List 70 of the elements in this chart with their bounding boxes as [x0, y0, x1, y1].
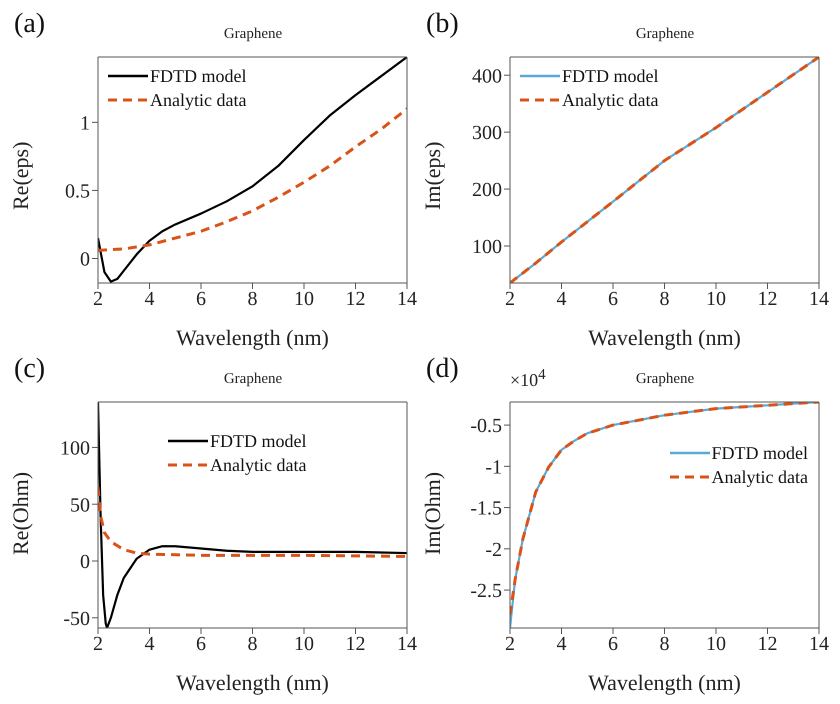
x-tick-label: 2: [93, 633, 103, 656]
y-tick-label: 100: [472, 236, 502, 258]
x-tick-label: 8: [660, 288, 670, 310]
x-tick-label: 14: [397, 288, 417, 310]
legend-label: Analytic data: [562, 89, 658, 112]
x-tick-label: 12: [758, 288, 778, 310]
y-tick-label: -2.5: [470, 580, 502, 602]
y-tick-label: -1.5: [470, 498, 502, 520]
legend-label: FDTD model: [712, 442, 808, 465]
chart-title: Graphene: [636, 371, 694, 387]
y-tick-label: 400: [472, 65, 502, 88]
x-tick-label: 10: [294, 633, 314, 656]
x-tick-label: 14: [809, 288, 829, 310]
x-tick-label: 4: [556, 288, 566, 310]
x-tick-label: 12: [758, 633, 778, 656]
legend-label: FDTD model: [150, 65, 246, 88]
legend-label: FDTD model: [562, 65, 658, 88]
y-tick-label: 200: [472, 179, 502, 202]
legend-label: Analytic data: [150, 89, 246, 112]
y-tick-label: 100: [60, 438, 90, 460]
chart-title: Graphene: [222, 26, 284, 43]
legend-label: FDTD model: [210, 430, 306, 453]
y-tick-label: 0: [80, 551, 90, 574]
y-tick-label: -0.5: [470, 415, 502, 438]
x-tick-label: 10: [294, 288, 314, 310]
x-axis-title: Wavelength (nm): [176, 670, 329, 695]
x-tick-label: 12: [346, 633, 366, 656]
chart-title: Graphene: [222, 371, 284, 388]
y-axis-title: Im(eps): [420, 142, 445, 210]
y-tick-label: 50: [70, 494, 90, 516]
x-tick-label: 12: [346, 288, 366, 310]
x-tick-label: 6: [196, 288, 206, 310]
text: (b): [426, 8, 459, 40]
y-tick-label: -2: [485, 538, 502, 561]
x-tick-label: 8: [660, 633, 670, 656]
y-tick-label: 300: [472, 122, 502, 144]
x-tick-label: 4: [144, 633, 154, 656]
y-tick-label: 0: [80, 248, 90, 271]
x-tick-label: 10: [706, 288, 726, 310]
x-tick-label: 4: [556, 633, 566, 656]
x-axis-title: Wavelength (nm): [176, 325, 329, 350]
x-tick-label: 8: [248, 633, 258, 656]
chart-title: Graphene: [634, 26, 696, 43]
y-tick-label: 0.5: [65, 180, 90, 203]
text: (a): [14, 8, 46, 40]
y-axis-title: Re(Ohm): [8, 472, 33, 555]
x-tick-label: 6: [608, 633, 618, 656]
x-tick-label: 4: [144, 288, 154, 310]
x-tick-label: 6: [608, 288, 618, 310]
y-axis-title: Re(eps): [8, 142, 33, 210]
x-tick-label: 6: [196, 633, 206, 656]
x-axis-title: Wavelength (nm): [588, 325, 741, 350]
y-tick-label: 1: [80, 112, 90, 134]
x-tick-label: 2: [93, 288, 103, 310]
x-tick-label: 10: [706, 633, 726, 656]
text: (d): [426, 353, 459, 385]
x-tick-label: 8: [248, 288, 258, 310]
text: ×10$^{4}$: [510, 367, 546, 391]
line-series: [98, 486, 407, 558]
legend-label: Analytic data: [210, 454, 306, 477]
x-tick-label: 14: [809, 633, 829, 656]
x-tick-label: 2: [505, 288, 515, 310]
x-tick-label: 2: [505, 633, 515, 656]
y-axis-title: Im(Ohm): [420, 472, 445, 555]
y-tick-label: -1: [485, 456, 502, 478]
text: (c): [14, 353, 46, 385]
legend-label: Analytic data: [712, 466, 808, 489]
y-tick-label: -50: [63, 608, 90, 630]
x-axis-title: Wavelength (nm): [588, 670, 741, 695]
x-tick-label: 14: [397, 633, 417, 656]
